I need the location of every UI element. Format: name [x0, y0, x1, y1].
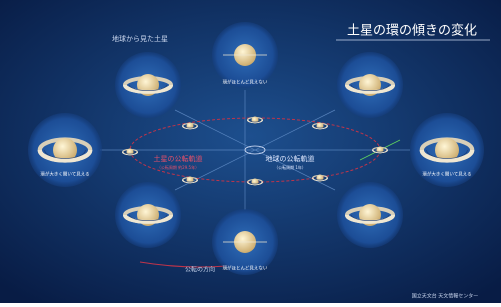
view-label: 環がほとんど見えない: [223, 79, 268, 86]
diagram: 土星の環の傾きの変化 地球から見た土星 環がほとんど見えない 環がほとんど見えな…: [0, 0, 501, 303]
view-label: 環が大きく開いて見える: [40, 171, 89, 178]
title: 土星の環の傾きの変化: [347, 23, 477, 39]
credit: 国立天文台 天文情報センター: [412, 293, 479, 300]
subtitle: 地球から見た土星: [112, 34, 168, 43]
view-label: 環が大きく開いて見える: [422, 171, 471, 178]
orbit-label: 土星の公転軌道: [154, 154, 203, 163]
orbit-label: 地球の公転軌道: [266, 154, 315, 163]
direction-label: 公転の方向: [185, 266, 215, 274]
orbit-note: （公転周期 1年）: [274, 164, 306, 170]
orbit-note: （公転周期 約29.5年）: [157, 164, 199, 170]
view-label: 環がほとんど見えない: [223, 265, 268, 272]
